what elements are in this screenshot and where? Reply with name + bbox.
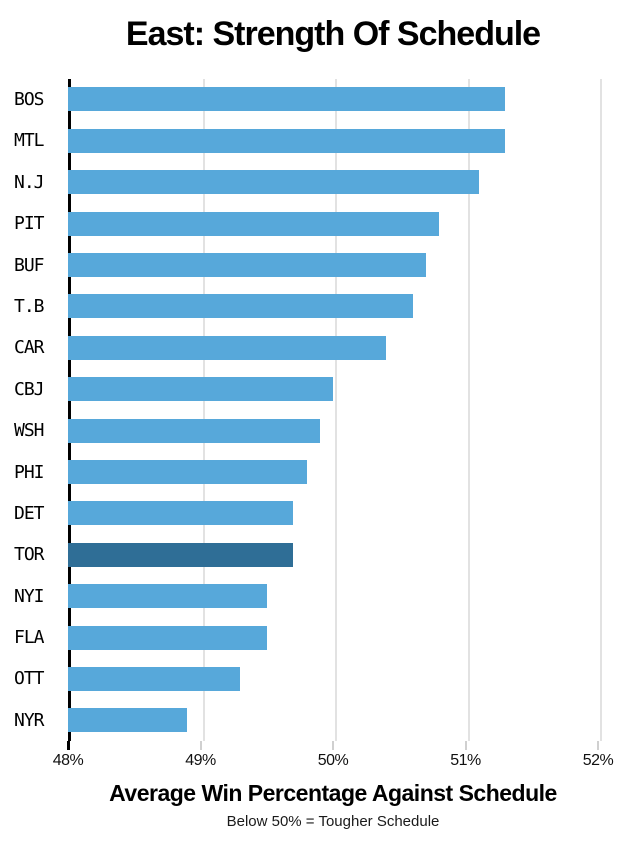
tick-mark xyxy=(597,741,599,751)
bar xyxy=(68,460,307,484)
team-label: N.J xyxy=(14,171,45,193)
tick-mark xyxy=(332,741,334,751)
team-label: DET xyxy=(14,502,45,524)
bar-row: NYR xyxy=(0,700,632,741)
x-tick-label: 48% xyxy=(52,752,84,770)
x-tick-label: 52% xyxy=(582,752,614,770)
x-tick-label: 51% xyxy=(450,752,481,770)
team-label: WSH xyxy=(14,420,45,442)
x-axis-tick-labels: 48% 49% 50% 51% 52% xyxy=(53,750,614,772)
bar-track xyxy=(68,542,598,567)
bar-track xyxy=(68,460,598,484)
bar-track xyxy=(68,253,598,278)
chart-title: East: Strength Of Schedule xyxy=(125,15,541,53)
team-label: T.B xyxy=(14,295,45,317)
bar xyxy=(68,418,320,443)
bar-row: BUF xyxy=(0,244,632,285)
x-tick-label: 49% xyxy=(185,752,216,770)
bar xyxy=(68,708,188,733)
bar-row: OTT xyxy=(0,658,632,699)
bar-row: MTL xyxy=(0,120,632,161)
team-label: CBJ xyxy=(14,378,45,400)
bar xyxy=(68,377,333,402)
bar-track xyxy=(68,87,598,112)
bar-row: CAR xyxy=(0,327,632,368)
bar-row: NYI xyxy=(0,575,632,616)
bar-row: T.B xyxy=(0,286,632,327)
bar xyxy=(68,253,426,278)
bar-row: PHI xyxy=(0,451,632,492)
bar-row: WSH xyxy=(0,410,632,451)
bar xyxy=(68,335,386,360)
team-label: TOR xyxy=(14,544,45,566)
bar-row: DET xyxy=(0,493,632,534)
bar-row: N.J xyxy=(0,162,632,203)
team-label: PIT xyxy=(14,213,45,235)
gridline xyxy=(600,78,602,742)
bar-row: PIT xyxy=(0,203,632,244)
bar-row: TOR xyxy=(0,534,632,575)
bar xyxy=(68,128,506,153)
bar xyxy=(68,666,241,691)
team-label: OTT xyxy=(14,668,45,690)
bar-track xyxy=(68,501,598,526)
team-label: NYI xyxy=(14,585,45,607)
bar xyxy=(68,294,413,319)
team-label: FLA xyxy=(14,627,45,649)
bar-track xyxy=(68,708,598,733)
bar-rows: BOS MTL N.J PIT BUF T.B CAR CBJ WSH PHI DET TOR NYI F… xyxy=(0,79,632,741)
bar xyxy=(68,501,294,526)
x-axis-subtitle: Below 50% = Tougher Schedule xyxy=(226,813,440,831)
bar-track xyxy=(68,128,598,153)
tick-mark xyxy=(199,741,202,751)
tick-mark xyxy=(67,741,70,751)
bar-row: FLA xyxy=(0,617,632,658)
bar-track xyxy=(68,418,598,443)
bar-track xyxy=(68,170,598,195)
bar-track xyxy=(68,666,598,691)
team-label: CAR xyxy=(14,337,45,359)
bar xyxy=(68,584,267,609)
x-axis-label: Average Win Percentage Against Schedule xyxy=(109,780,557,807)
team-label: PHI xyxy=(14,461,45,483)
highlighted-bar xyxy=(68,542,294,567)
x-tick-label: 50% xyxy=(317,752,349,770)
bar-track xyxy=(68,584,598,609)
tick-mark xyxy=(464,741,467,751)
bar-track xyxy=(68,211,598,236)
bar xyxy=(68,211,439,236)
gridline xyxy=(335,78,337,742)
bar-row: CBJ xyxy=(0,369,632,410)
bar-track xyxy=(68,377,598,402)
team-label: MTL xyxy=(14,130,45,152)
x-axis-ticks xyxy=(67,741,599,751)
bar xyxy=(68,170,479,195)
bar-chart: BOS MTL N.J PIT BUF T.B CAR CBJ WSH PHI DET TOR NYI F… xyxy=(0,78,632,742)
gridline xyxy=(467,78,470,742)
bar xyxy=(68,625,267,650)
bar-row: BOS xyxy=(0,79,632,120)
plot-area xyxy=(68,78,602,742)
bar-track xyxy=(68,625,598,650)
team-label: BUF xyxy=(14,254,45,276)
bar-track xyxy=(68,294,598,319)
bar xyxy=(68,87,506,112)
gridline xyxy=(202,78,205,742)
team-label: NYR xyxy=(14,709,45,731)
bar-track xyxy=(68,335,598,360)
team-label: BOS xyxy=(14,88,45,110)
